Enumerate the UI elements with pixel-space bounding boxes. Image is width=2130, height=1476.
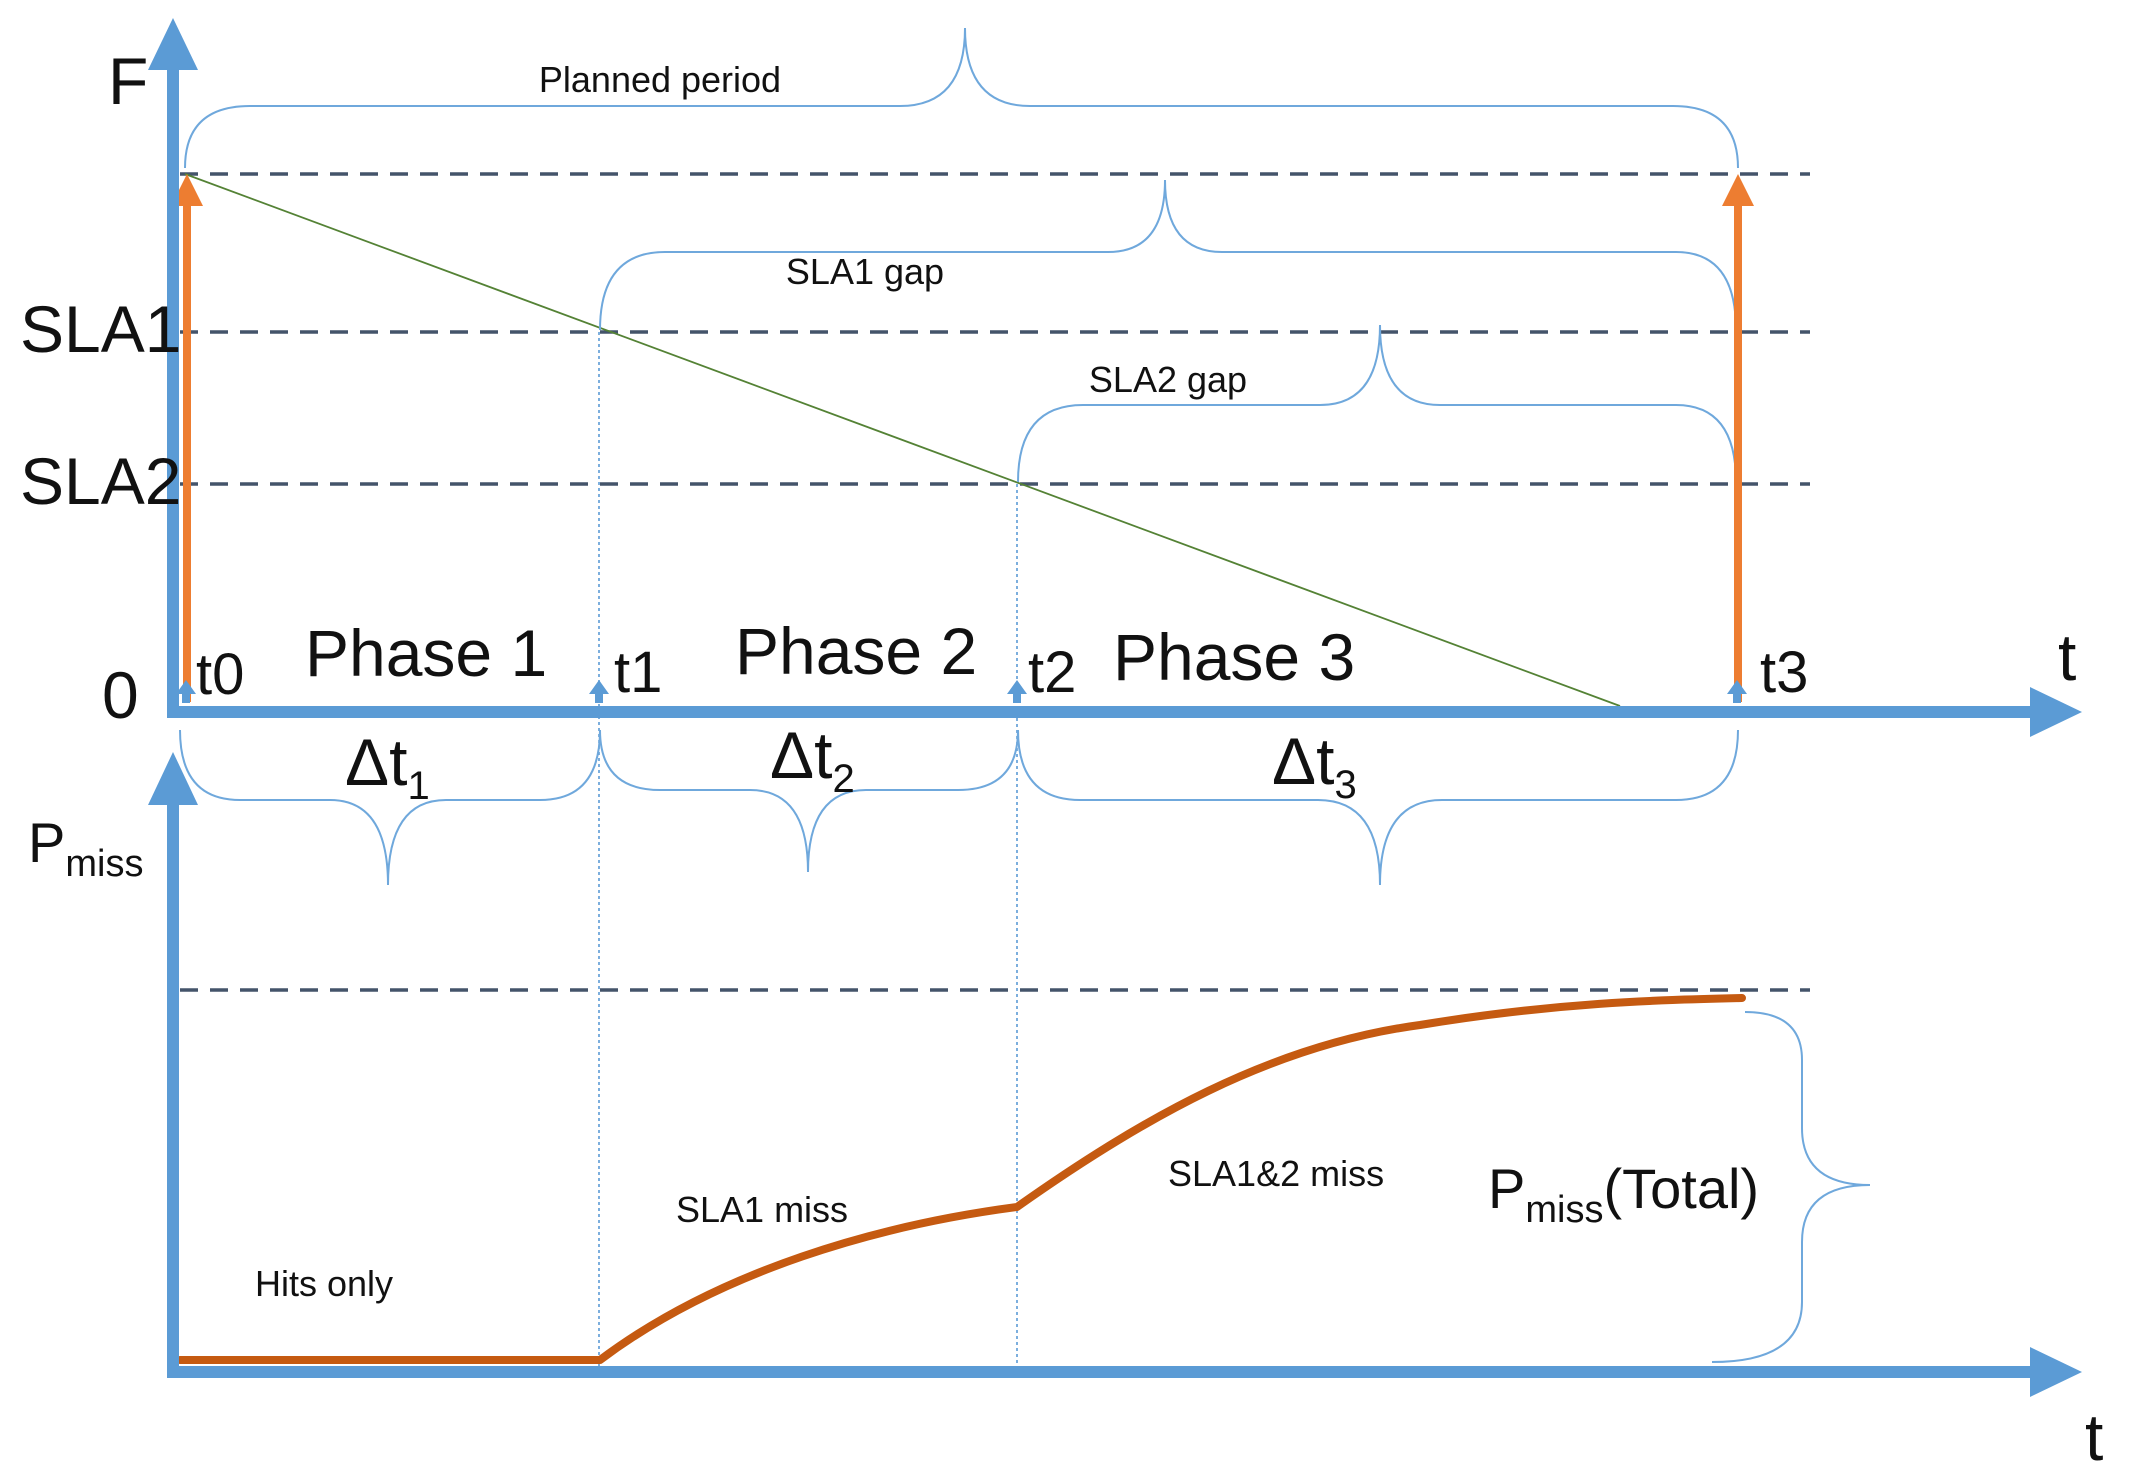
sla1-and-2-miss-label: SLA1&2 miss — [1168, 1153, 1384, 1194]
phase-1-label: Phase 1 — [305, 616, 547, 690]
sla1-gap-label: SLA1 gap — [786, 251, 944, 292]
t1-tick-marker — [589, 680, 609, 703]
sla2-gap-label: SLA2 gap — [1089, 359, 1247, 400]
hits-only-label: Hits only — [255, 1263, 393, 1304]
pmiss-total-brace — [1711, 1011, 1871, 1363]
sla2-gap-brace — [1017, 324, 1737, 483]
delta-t2-brace — [599, 729, 1019, 873]
sla2-tick-label: SLA2 — [20, 444, 181, 518]
top-x-axis-arrowhead — [2030, 687, 2082, 737]
zero-tick-label: 0 — [102, 658, 139, 732]
delta-t1-label: Δt1 — [345, 725, 430, 808]
phase-2-label: Phase 2 — [735, 614, 977, 688]
t2-label: t2 — [1028, 640, 1076, 705]
sla1-miss-label: SLA1 miss — [676, 1189, 848, 1230]
bottom-y-axis-arrowhead — [148, 752, 198, 805]
top-y-axis-label: F — [108, 44, 148, 118]
t1-label: t1 — [614, 640, 662, 705]
top-y-axis-arrowhead — [148, 18, 198, 70]
pmiss-total-label: Pmiss(Total) — [1488, 1157, 1759, 1231]
t3-tick-marker — [1727, 680, 1747, 703]
bottom-x-axis-arrowhead — [2030, 1347, 2082, 1397]
pmiss-curve — [176, 994, 1746, 1364]
top-x-axis-label: t — [2058, 620, 2076, 694]
sla1-tick-label: SLA1 — [20, 292, 181, 366]
planned-period-label: Planned period — [539, 59, 781, 100]
delta-t3-brace — [1017, 729, 1739, 886]
t3-label: t3 — [1760, 640, 1808, 705]
sla1-gap-brace — [599, 179, 1737, 331]
t0-label: t0 — [196, 642, 244, 707]
delta-t1-brace — [179, 729, 601, 886]
bottom-y-axis-label: Pmiss — [28, 811, 143, 885]
t0-tick-marker — [176, 680, 196, 703]
bottom-x-axis-label: t — [2085, 1400, 2103, 1474]
reset-arrow-t3-head — [1722, 174, 1754, 206]
planned-period-brace — [184, 27, 1739, 169]
delta-t2-label: Δt2 — [770, 718, 855, 801]
t2-tick-marker — [1007, 680, 1027, 703]
decay-line — [184, 173, 1621, 707]
phase-3-label: Phase 3 — [1113, 620, 1355, 694]
delta-t3-label: Δt3 — [1272, 724, 1357, 807]
